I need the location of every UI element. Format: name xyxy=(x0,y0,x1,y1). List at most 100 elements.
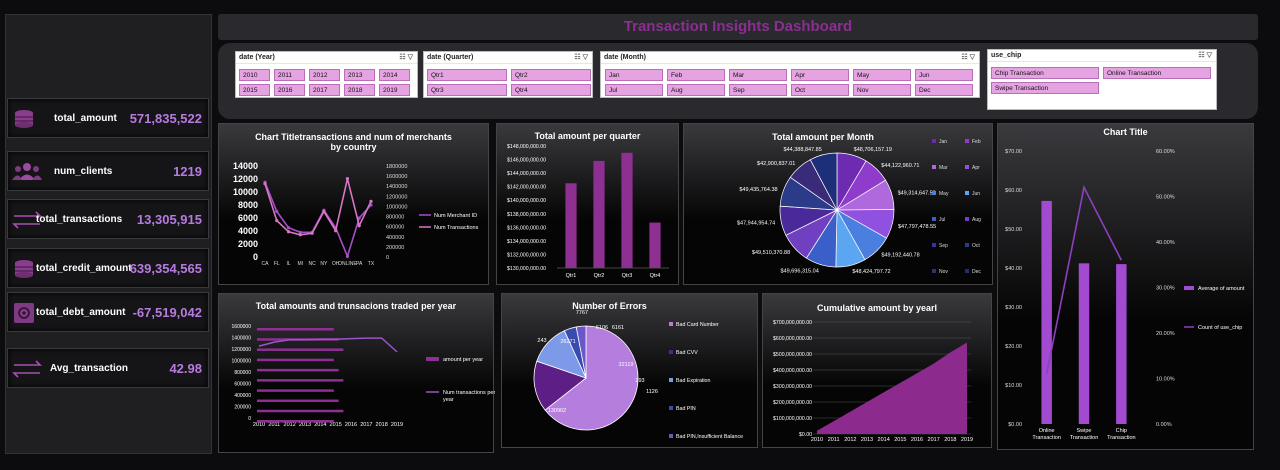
slicer-chip-2014[interactable]: 2014 xyxy=(379,69,410,81)
legend-label: year xyxy=(443,397,454,403)
x-tick-label: 2015 xyxy=(894,437,906,443)
slicer-chip-title: use_chip xyxy=(991,52,1022,59)
x-tick-label: MI xyxy=(298,261,304,267)
slicer-chip-qtr3[interactable]: Qtr3 xyxy=(427,84,507,96)
kpi-label: total_debt_amount xyxy=(36,307,126,318)
slicer-chip-oct[interactable]: Oct xyxy=(791,84,849,96)
data-point xyxy=(298,233,302,237)
slicer-chip-qtr1[interactable]: Qtr1 xyxy=(427,69,507,81)
y-tick-label: 0 xyxy=(248,416,251,422)
x-tick-label: 2013 xyxy=(299,422,311,428)
y-tick-label: $400,000,000.00 xyxy=(773,368,812,374)
slicer-chip-dec[interactable]: Dec xyxy=(915,84,973,96)
kpi-card-total_transactions: total_transactions 13,305,915 xyxy=(7,199,209,239)
pie-slice xyxy=(533,360,587,411)
slicer-chip-2012[interactable]: 2012 xyxy=(309,69,340,81)
slicer-chip-sep[interactable]: Sep xyxy=(729,84,787,96)
y2-tick-label: 1800000 xyxy=(386,164,407,170)
bar xyxy=(257,379,344,382)
slicer-chip-2016[interactable]: 2016 xyxy=(274,84,305,96)
slicer-chip-qtr2[interactable]: Qtr2 xyxy=(511,69,591,81)
kpi-label: total_amount xyxy=(54,113,117,124)
kpi-card-num_clients: num_clients 1219 xyxy=(7,151,209,191)
x-tick-label: 2019 xyxy=(961,437,973,443)
data-point xyxy=(298,230,302,234)
slicer-chip-2017[interactable]: 2017 xyxy=(309,84,340,96)
slicer-chip-swipe-transaction[interactable]: Swipe Transaction xyxy=(991,82,1099,94)
legend-swatch xyxy=(932,217,936,221)
y-tick-label: $142,000,000.00 xyxy=(507,185,546,191)
data-label: 6106 xyxy=(596,325,608,331)
data-point xyxy=(310,231,314,235)
y2-tick-label: 1200000 xyxy=(386,194,407,200)
legend-swatch xyxy=(932,269,936,273)
x-tick-label: Transaction xyxy=(1107,435,1136,441)
slicer-month-header: date (Month) ☷ ▽ xyxy=(601,52,979,64)
slicer-chip-feb[interactable]: Feb xyxy=(667,69,725,81)
slicer-chip-apr[interactable]: Apr xyxy=(791,69,849,81)
legend-label: Aug xyxy=(972,217,981,223)
data-label: $49,510,370.88 xyxy=(752,250,790,256)
kpi-card-total_amount: total_amount 571,835,522 xyxy=(7,98,209,138)
data-label: 243 xyxy=(537,338,546,344)
y-tick-label: 4000 xyxy=(238,226,258,236)
x-tick-label: 2011 xyxy=(828,437,840,443)
bar xyxy=(565,183,577,268)
x-tick-label: Transaction xyxy=(1070,435,1099,441)
slicer-chip-nov[interactable]: Nov xyxy=(853,84,911,96)
y2-tick-label: 50.00% xyxy=(1156,195,1175,201)
slicer-chip-jun[interactable]: Jun xyxy=(915,69,973,81)
filter-icon[interactable]: ☷ ▽ xyxy=(961,54,975,61)
slicer-chip-2019[interactable]: 2019 xyxy=(379,84,410,96)
kpi-card-Avg_transaction: Avg_transaction 42.98 xyxy=(7,348,209,388)
legend-swatch xyxy=(932,191,936,195)
y-tick-label: 800000 xyxy=(234,370,251,376)
legend-swatch xyxy=(965,139,969,143)
data-point xyxy=(275,209,279,214)
kpi-card-total_credit_amount: total_credit_amount 639,354,565 xyxy=(7,248,209,288)
y2-tick-label: 30.00% xyxy=(1156,286,1175,292)
filter-icon[interactable]: ☷ ▽ xyxy=(574,54,588,61)
x-tick-label: 2010 xyxy=(811,437,823,443)
area-fill xyxy=(817,342,967,434)
data-label: 7767 xyxy=(576,310,588,316)
data-point xyxy=(263,182,267,186)
legend-label: Count of use_chip xyxy=(1198,325,1242,331)
slicer-chip-2018[interactable]: 2018 xyxy=(344,84,375,96)
x-tick-label: 2018 xyxy=(376,422,388,428)
slicer-chip-chip-transaction[interactable]: Chip Transaction xyxy=(991,67,1099,79)
chart-title-errors: Number of Errors xyxy=(572,301,647,311)
panel-chip: Chart Title $70.00 $60.00 $50.00 $40.00 $30.… xyxy=(997,123,1254,450)
data-point xyxy=(357,224,361,228)
chart-chip: $70.00 $60.00 $50.00 $40.00 $30.00 $20.00 $10.… xyxy=(1005,149,1245,441)
filter-icon[interactable]: ☷ ▽ xyxy=(399,54,413,61)
x-tick-label: 2016 xyxy=(911,437,923,443)
y-tick-label: $50.00 xyxy=(1005,227,1022,233)
slicer-chip-jul[interactable]: Jul xyxy=(605,84,663,96)
slicer-chip-2013[interactable]: 2013 xyxy=(344,69,375,81)
legend-label: Sep xyxy=(939,243,948,249)
slicer-chip: use_chip ☷ ▽ Chip Transaction Online Trans… xyxy=(987,49,1217,110)
slicer-chip-2011[interactable]: 2011 xyxy=(274,69,305,81)
y2-tick-label: 0 xyxy=(386,255,389,261)
data-label: $44,122,960.71 xyxy=(881,163,919,169)
slicer-chip-qtr4[interactable]: Qtr4 xyxy=(511,84,591,96)
y-tick-label: $700,000,000.00 xyxy=(773,320,812,326)
slicer-chip-aug[interactable]: Aug xyxy=(667,84,725,96)
slicer-chip-may[interactable]: May xyxy=(853,69,911,81)
y-tick-label: $0.00 xyxy=(1008,422,1022,428)
y2-tick-label: 10.00% xyxy=(1156,377,1175,383)
y2-tick-label: 800000 xyxy=(386,215,404,221)
y-tick-label: $30.00 xyxy=(1005,305,1022,311)
slicer-chip-2010[interactable]: 2010 xyxy=(239,69,270,81)
slicer-month: date (Month) ☷ ▽ Jan Feb Mar Apr May Jun Jul Aug… xyxy=(600,51,980,98)
data-label: 32119 xyxy=(619,362,634,368)
data-point xyxy=(369,199,373,203)
slicer-chip-mar[interactable]: Mar xyxy=(729,69,787,81)
slicer-chip-jan[interactable]: Jan xyxy=(605,69,663,81)
slicer-chip-online-transaction[interactable]: Online Transaction xyxy=(1103,67,1211,79)
x-tick-label: 2018 xyxy=(944,437,956,443)
y-tick-label: $40.00 xyxy=(1005,266,1022,272)
filter-icon[interactable]: ☷ ▽ xyxy=(1198,52,1212,59)
slicer-chip-2015[interactable]: 2015 xyxy=(239,84,270,96)
